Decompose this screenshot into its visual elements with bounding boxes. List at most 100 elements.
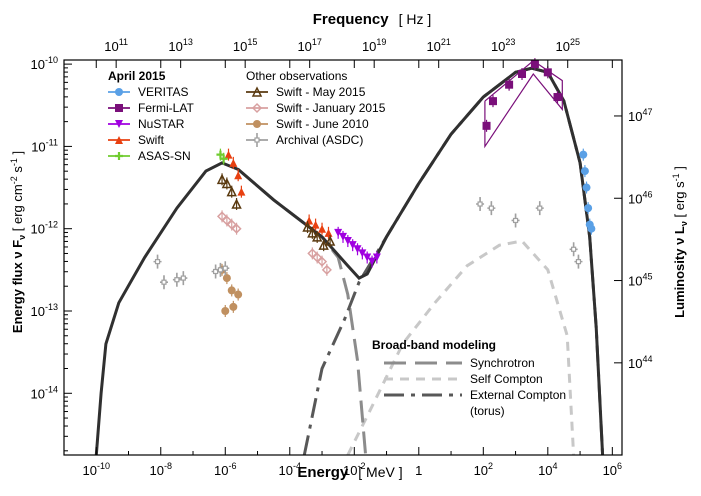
legend-model-entry: Synchrotron <box>384 356 535 370</box>
data-point <box>219 154 228 163</box>
data-point <box>226 185 237 197</box>
legend-marker <box>115 120 123 128</box>
data-point <box>587 224 596 233</box>
data-point <box>482 121 491 130</box>
data-point <box>582 183 591 192</box>
data-point-center <box>212 268 219 275</box>
data-point <box>324 235 336 246</box>
legend-label: Swift - May 2015 <box>276 85 366 99</box>
data-point <box>318 224 327 233</box>
x-tick-label: 10-6 <box>214 461 236 478</box>
x-tick-label: 10-2 <box>343 461 365 478</box>
data-point <box>353 245 362 254</box>
legend-entry: Archival (ASDC) <box>246 133 363 147</box>
legend-other-title: Other observations <box>246 69 347 83</box>
y2-tick-label: 1044 <box>628 354 652 371</box>
x-tick-label: 102 <box>474 461 493 478</box>
y-tick-label: 10-14 <box>31 384 58 401</box>
legend-label: ASAS-SN <box>138 149 191 163</box>
series-nustar <box>334 226 381 268</box>
data-point <box>229 158 238 167</box>
data-point <box>222 274 231 283</box>
plot-frame <box>63 59 623 456</box>
data-point-center <box>180 275 186 281</box>
y2-tick-label: 1045 <box>628 272 652 289</box>
y-tick-label: 10-10 <box>31 55 58 72</box>
series-archival-asdc- <box>153 197 583 290</box>
data-point-center <box>575 259 582 265</box>
data-point-center <box>488 205 494 211</box>
data-point <box>311 220 320 229</box>
data-point-center <box>571 246 577 252</box>
legend-model-label: Synchrotron <box>470 356 535 370</box>
legend-entry: VERITAS <box>108 85 188 99</box>
data-point <box>221 177 233 189</box>
legend-april: April 2015 VERITAS Fermi-LAT NuSTAR Swift AS… <box>108 69 194 163</box>
x-tick-label: 106 <box>603 461 622 478</box>
legend-entry: Swift - June 2010 <box>246 117 369 131</box>
legend-entry: Fermi-LAT <box>108 101 194 115</box>
x-tick-label: 10-8 <box>150 461 172 478</box>
data-point-center <box>154 259 161 265</box>
axis-ticks: 10-10 10-8 10-6 10-4 10-2 1 102 104 106 1011 1013 1… <box>31 37 653 478</box>
series-veritas <box>579 148 596 235</box>
data-point <box>234 290 243 299</box>
data-point <box>348 241 357 250</box>
legend-entry: Swift <box>108 133 165 147</box>
legend-label: NuSTAR <box>138 117 185 131</box>
series-swift-june-2010 <box>218 263 243 317</box>
data-point <box>368 257 377 266</box>
legend-model-entry: (torus) <box>470 404 505 418</box>
top-tick-label: 1015 <box>233 37 257 54</box>
legend-marker <box>115 104 123 112</box>
x-tick-label: 1 <box>415 463 422 478</box>
top-tick-label: 1011 <box>104 37 128 54</box>
data-point <box>358 249 367 258</box>
data-point <box>505 80 514 89</box>
top-tick-label: 1025 <box>555 37 579 54</box>
data-points <box>153 58 596 317</box>
top-tick-label: 1013 <box>168 37 192 54</box>
legend-model-label: External Compton <box>470 388 566 402</box>
data-point <box>553 93 562 102</box>
x-tick-label: 104 <box>538 461 557 478</box>
top-tick-label: 1021 <box>426 37 450 54</box>
data-point-center <box>512 217 519 224</box>
data-point <box>227 286 236 295</box>
data-point <box>302 221 313 232</box>
legend-models-title: Broad-band modeling <box>372 338 496 352</box>
legend-model-label: Self Compton <box>470 372 543 386</box>
data-point <box>363 253 372 262</box>
top-tick-label: 1023 <box>491 37 515 54</box>
data-point <box>311 231 323 242</box>
y-axis-title: Energy flux ν Fν [ erg cm-2 s-1 ] <box>9 151 27 333</box>
legend-april-title: April 2015 <box>108 69 166 83</box>
data-point <box>334 228 343 237</box>
legend-marker <box>251 102 263 114</box>
y2-tick-label: 1046 <box>628 189 652 206</box>
data-point <box>229 302 238 311</box>
data-point <box>339 232 347 241</box>
top-tick-label: 1019 <box>362 37 386 54</box>
legend-marker <box>115 88 123 96</box>
data-point <box>343 237 352 246</box>
legend-label: Swift <box>138 133 165 147</box>
data-point <box>518 69 527 78</box>
data-point <box>580 167 589 176</box>
legend-marker <box>251 86 263 97</box>
legend-model-entry: External Compton <box>384 388 566 402</box>
top-tick-label: 1017 <box>297 37 321 54</box>
data-point <box>584 204 593 213</box>
legend-entry: Swift - January 2015 <box>246 101 386 115</box>
data-point <box>231 223 242 234</box>
legend-marker <box>115 136 123 144</box>
legend-label: Swift - June 2010 <box>276 117 369 131</box>
y-tick-label: 10-11 <box>31 137 58 154</box>
data-point <box>372 253 381 262</box>
y-tick-label: 10-13 <box>31 302 58 319</box>
legend-model-entry: Self Compton <box>384 372 543 386</box>
data-point-center <box>217 267 224 273</box>
legend-label: Fermi-LAT <box>138 101 194 115</box>
legend-entry: ASAS-SN <box>108 149 191 163</box>
